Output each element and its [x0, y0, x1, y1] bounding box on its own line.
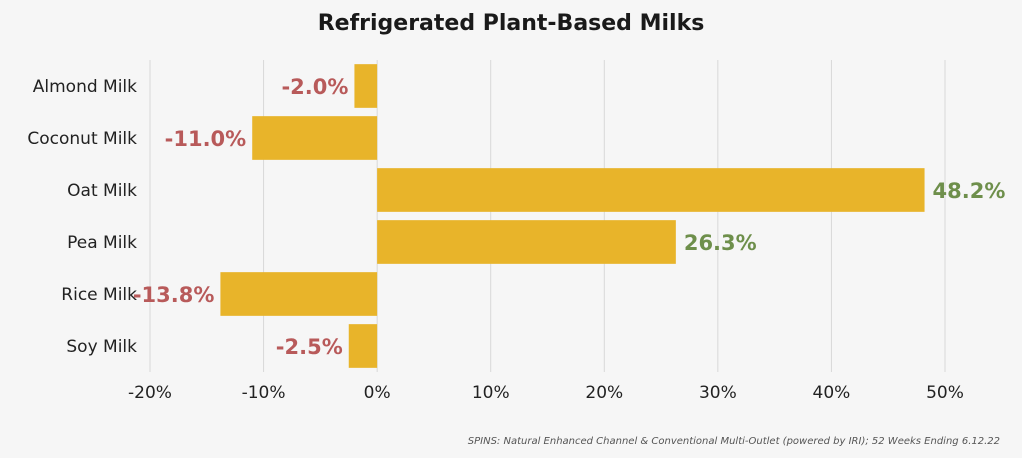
category-label: Pea Milk: [67, 233, 137, 253]
bar-almond-milk: [354, 64, 378, 108]
category-label: Almond Milk: [33, 77, 137, 97]
bars: [220, 64, 925, 368]
x-tick-label: 10%: [472, 383, 510, 403]
x-tick-label: 50%: [926, 383, 964, 403]
x-tick-label: 20%: [585, 383, 623, 403]
data-label: -13.8%: [133, 283, 215, 307]
x-tick-label: 0%: [364, 383, 391, 403]
data-label: -2.0%: [281, 75, 348, 99]
data-label: -11.0%: [165, 127, 247, 151]
x-axis-ticks: -20% -10% 0% 10% 20% 30% 40% 50%: [128, 383, 964, 403]
bar-soy-milk: [348, 324, 378, 368]
bar-pea-milk: [377, 220, 676, 264]
category-label: Rice Milk: [61, 285, 137, 305]
data-label: -2.5%: [276, 335, 343, 359]
bar-coconut-milk: [252, 116, 378, 160]
source-note: SPINS: Natural Enhanced Channel & Conven…: [468, 436, 1000, 447]
x-tick-label: 30%: [699, 383, 737, 403]
x-tick-label: 40%: [813, 383, 851, 403]
category-label: Coconut Milk: [27, 129, 137, 149]
category-labels: Almond Milk Coconut Milk Oat Milk Pea Milk R…: [27, 77, 137, 357]
data-label: 26.3%: [684, 231, 757, 255]
category-label: Soy Milk: [66, 337, 137, 357]
grid-lines: [149, 60, 946, 372]
data-label: 48.2%: [933, 179, 1006, 203]
data-labels: -2.0% -11.0% 48.2% 26.3% -13.8% -2.5%: [133, 75, 1006, 359]
x-tick-label: -10%: [242, 383, 286, 403]
chart-title: Refrigerated Plant-Based Milks: [318, 11, 705, 36]
bar-rice-milk: [220, 272, 378, 316]
x-tick-label: -20%: [128, 383, 172, 403]
bar-oat-milk: [377, 168, 925, 212]
category-label: Oat Milk: [67, 181, 137, 201]
